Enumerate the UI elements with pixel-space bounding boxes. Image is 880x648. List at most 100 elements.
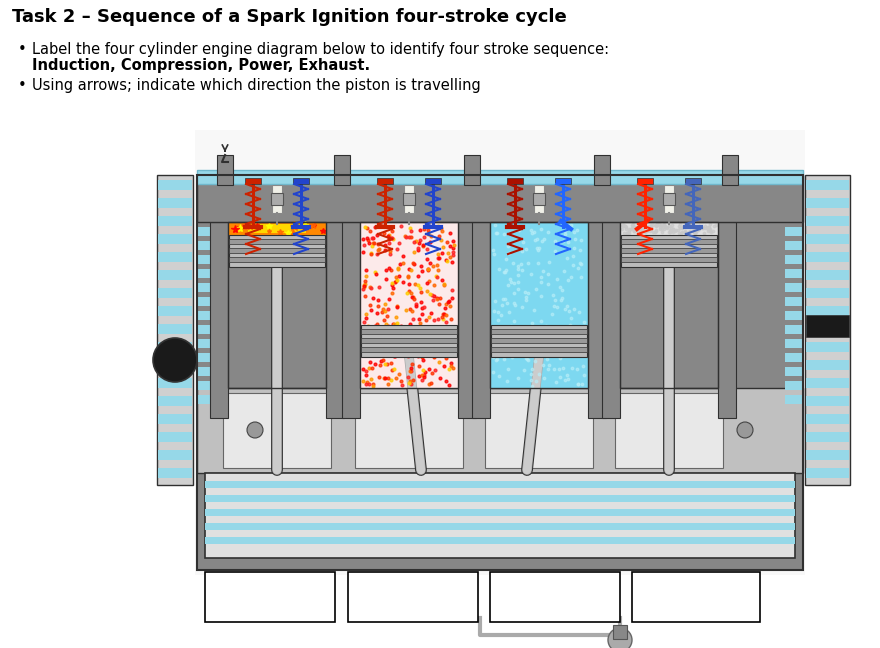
Bar [158,288,192,298]
Bar [197,255,215,264]
Bar [722,155,738,185]
Bar [785,227,803,236]
Text: Task 2 – Sequence of a Spark Ignition four-stroke cycle: Task 2 – Sequence of a Spark Ignition fo… [12,8,567,26]
Bar [718,222,736,418]
Text: Label the four cylinder engine diagram below to identify four stroke sequence:: Label the four cylinder engine diagram b… [32,42,609,57]
Bar [785,353,803,362]
Bar [197,175,803,570]
Bar [491,347,587,352]
Text: Using arrows; indicate which direction the piston is travelling: Using arrows; indicate which direction t… [32,78,480,93]
Bar [158,216,192,226]
Bar [361,347,457,352]
Bar [588,222,606,418]
Bar [197,367,215,376]
Bar [205,495,795,502]
Bar [197,388,803,473]
Bar [806,180,849,190]
Bar [205,572,335,622]
Bar [491,338,587,343]
Bar [425,178,441,184]
Bar [403,193,415,205]
Bar [158,432,192,442]
Bar [197,297,215,306]
Bar [806,306,849,316]
Bar [472,222,490,418]
Bar [785,297,803,306]
Bar [685,178,701,184]
Bar [806,360,849,370]
Bar [197,339,215,348]
Bar [334,155,350,185]
Bar [806,198,849,208]
Circle shape [608,628,632,648]
Bar [158,342,192,352]
Bar [377,178,393,184]
Bar [223,393,331,468]
Circle shape [737,422,753,438]
Bar [195,130,805,575]
Bar [229,239,325,244]
Bar [361,325,457,357]
Bar [205,537,795,544]
Bar [229,248,325,253]
Bar [205,481,795,488]
Bar [158,198,192,208]
Bar [197,353,215,362]
Bar [785,395,803,404]
Bar [806,216,849,226]
Bar [158,324,192,334]
Bar [464,155,480,185]
Text: Induction, Compression, Power, Exhaust.: Induction, Compression, Power, Exhaust. [32,58,370,73]
Bar [620,222,718,388]
Bar [158,414,192,424]
Bar [806,342,849,352]
Bar [361,329,457,334]
Bar [158,180,192,190]
Bar [785,269,803,278]
Bar [272,185,282,213]
Bar [197,269,215,278]
Bar [158,234,192,244]
Bar [785,241,803,250]
Bar [805,175,850,485]
Bar [210,222,228,418]
Bar [342,222,360,418]
Bar [785,255,803,264]
Bar [806,252,849,262]
Bar [785,381,803,390]
Bar [490,222,588,388]
Bar [271,193,283,205]
Bar [205,509,795,516]
Bar [360,222,458,388]
Bar [197,381,215,390]
Bar [806,450,849,460]
Bar [157,175,193,485]
Bar [293,178,309,184]
Bar [632,572,760,622]
Circle shape [153,338,197,382]
Bar [785,325,803,334]
Bar [615,393,723,468]
Bar [361,338,457,343]
Bar [785,283,803,292]
Bar [217,155,233,185]
Bar [490,572,620,622]
Bar [158,360,192,370]
Bar [158,450,192,460]
Bar [355,393,463,468]
Bar [491,325,587,357]
Bar [360,222,458,388]
Bar [594,155,610,185]
Bar [663,193,675,205]
Text: •: • [18,42,26,57]
Bar [197,311,215,320]
Bar [228,222,326,388]
Bar [229,235,325,267]
Bar [621,239,717,244]
Text: •: • [18,78,26,93]
Bar [245,178,261,184]
Bar [664,185,674,213]
Bar [326,222,344,418]
Bar [197,283,215,292]
Bar [620,222,718,235]
